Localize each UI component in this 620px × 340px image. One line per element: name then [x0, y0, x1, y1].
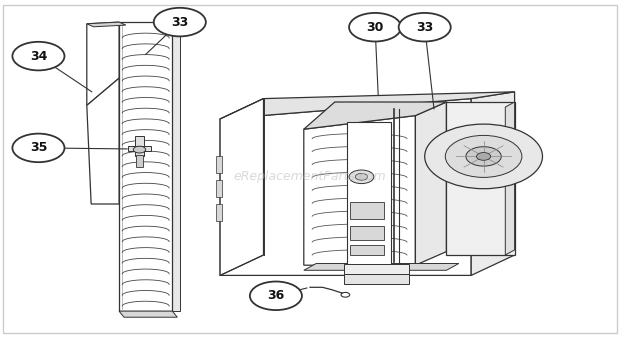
- Text: eReplacementParts.com: eReplacementParts.com: [234, 170, 386, 183]
- Circle shape: [133, 146, 146, 153]
- Polygon shape: [119, 311, 177, 317]
- Circle shape: [425, 124, 542, 189]
- Polygon shape: [415, 102, 446, 265]
- Polygon shape: [119, 22, 172, 311]
- Text: 33: 33: [416, 21, 433, 34]
- Text: 30: 30: [366, 21, 384, 34]
- Polygon shape: [446, 102, 515, 255]
- Polygon shape: [304, 116, 415, 265]
- Circle shape: [12, 42, 64, 70]
- Polygon shape: [170, 20, 180, 311]
- Circle shape: [477, 153, 490, 160]
- Circle shape: [466, 147, 502, 166]
- Polygon shape: [220, 92, 515, 119]
- Circle shape: [12, 134, 64, 162]
- Text: 36: 36: [267, 289, 285, 302]
- Circle shape: [250, 282, 302, 310]
- Polygon shape: [220, 99, 264, 275]
- Polygon shape: [128, 146, 151, 151]
- Polygon shape: [216, 180, 222, 197]
- Polygon shape: [344, 264, 409, 274]
- Polygon shape: [136, 155, 143, 167]
- Text: 35: 35: [30, 141, 47, 154]
- Polygon shape: [135, 136, 144, 156]
- Polygon shape: [216, 204, 222, 221]
- Polygon shape: [220, 99, 471, 275]
- Polygon shape: [350, 202, 384, 219]
- Polygon shape: [471, 92, 515, 275]
- Circle shape: [154, 8, 206, 36]
- Text: 33: 33: [171, 16, 188, 29]
- Polygon shape: [347, 122, 391, 265]
- Text: 34: 34: [30, 50, 47, 63]
- Circle shape: [445, 135, 522, 177]
- Polygon shape: [87, 78, 119, 204]
- Polygon shape: [304, 102, 446, 129]
- Circle shape: [349, 13, 401, 41]
- Polygon shape: [505, 102, 515, 255]
- Circle shape: [399, 13, 451, 41]
- Polygon shape: [216, 156, 222, 173]
- Polygon shape: [350, 245, 384, 255]
- Polygon shape: [87, 22, 126, 27]
- Polygon shape: [344, 274, 409, 284]
- Polygon shape: [350, 226, 384, 240]
- Circle shape: [349, 170, 374, 184]
- Polygon shape: [87, 22, 119, 105]
- Polygon shape: [304, 264, 459, 270]
- Circle shape: [355, 173, 368, 180]
